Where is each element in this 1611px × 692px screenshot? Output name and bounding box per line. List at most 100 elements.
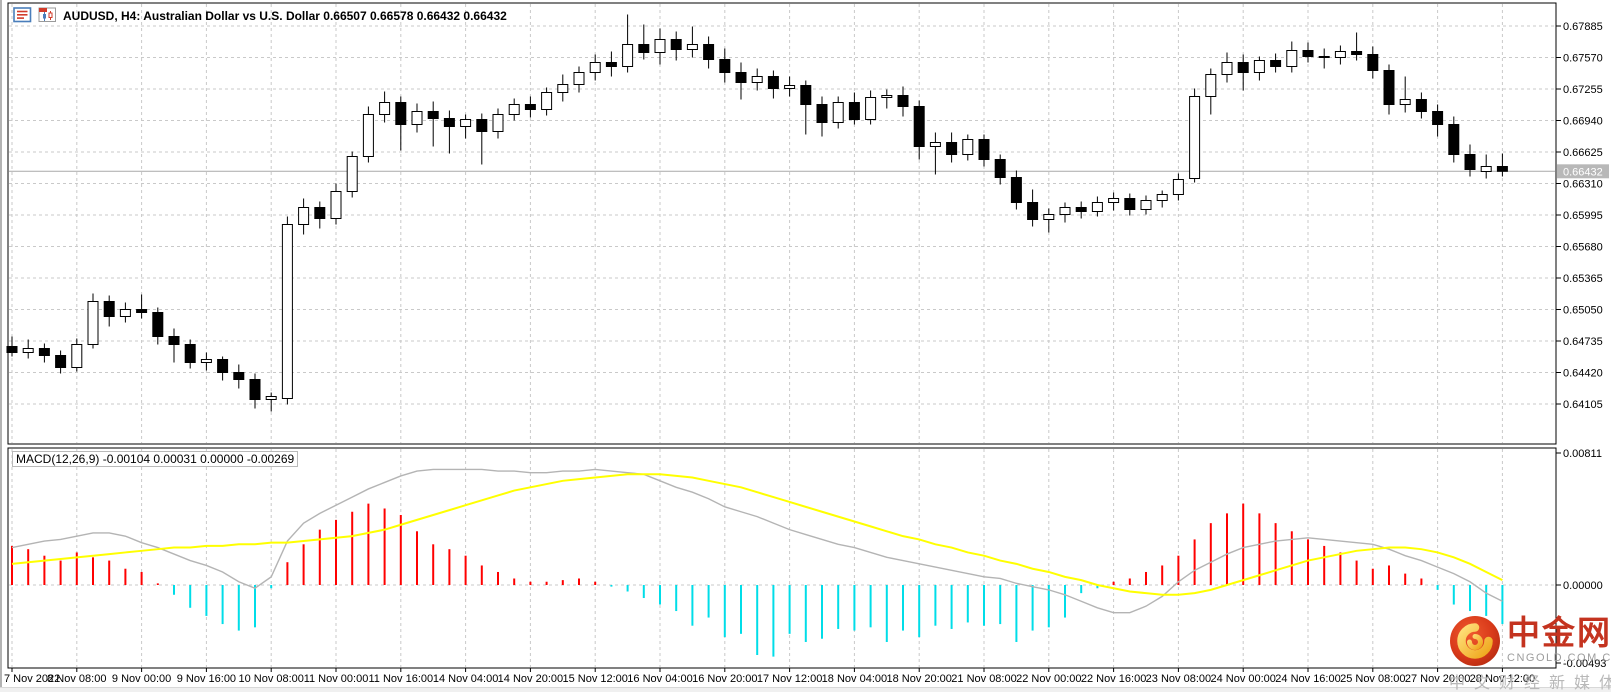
bear-candle <box>1367 54 1379 71</box>
bear-candle <box>152 312 164 337</box>
bull-candle <box>1091 202 1103 212</box>
bull-candle <box>460 119 472 127</box>
price-tick-label: 0.64735 <box>1563 336 1603 348</box>
bull-candle <box>71 344 83 368</box>
bear-candle <box>848 102 860 120</box>
bear-candle <box>168 336 180 345</box>
bull-candle <box>929 142 941 147</box>
grid-layer <box>9 4 1555 667</box>
market-watch-icon[interactable] <box>13 7 32 23</box>
bull-candle <box>87 301 99 345</box>
bull-candle <box>1221 62 1233 75</box>
bear-candle <box>767 76 779 89</box>
bear-candle <box>719 59 731 73</box>
bear-candle <box>136 309 148 313</box>
price-tick-label: 0.64105 <box>1563 399 1603 411</box>
bull-candle <box>411 111 423 125</box>
bear-candle <box>1027 202 1039 220</box>
time-tick-label: 9 Nov 00:00 <box>112 673 171 685</box>
bear-candle <box>1270 60 1282 67</box>
bear-candle <box>897 95 909 107</box>
bull-candle <box>1399 99 1411 105</box>
time-tick-label: 17 Nov 12:00 <box>757 673 822 685</box>
window-bottom-border <box>0 687 1611 692</box>
bull-candle <box>654 39 666 53</box>
price-tick-label: 0.65680 <box>1563 242 1603 254</box>
bull-candle <box>1253 60 1265 73</box>
bull-candle <box>589 62 601 73</box>
time-tick-label: 16 Nov 20:00 <box>692 673 757 685</box>
bull-candle <box>492 114 504 132</box>
bear-candle <box>913 106 925 147</box>
bear-candle <box>314 207 326 219</box>
bull-candle <box>1286 50 1298 67</box>
bear-candle <box>1415 99 1427 112</box>
bull-candle <box>362 114 374 157</box>
time-tick-label: 27 Nov 20:00 <box>1405 673 1470 685</box>
bull-candle <box>1043 214 1055 220</box>
bear-candle <box>1351 51 1363 55</box>
macd-signal-line <box>11 473 1503 596</box>
bull-candle <box>330 191 342 219</box>
bear-candle <box>670 39 682 50</box>
time-tick-label: 21 Nov 08:00 <box>951 673 1016 685</box>
bull-candle <box>751 76 763 83</box>
bull-candle <box>573 72 585 85</box>
bull-candle <box>1334 51 1346 58</box>
bear-candle <box>994 159 1006 178</box>
bear-candle <box>735 72 747 83</box>
time-tick-label: 15 Nov 12:00 <box>562 673 627 685</box>
price-tick-label: 0.67255 <box>1563 84 1603 96</box>
time-tick-label: 8 Nov 08:00 <box>47 673 106 685</box>
bear-candle <box>395 102 407 125</box>
bear-candle <box>38 348 50 356</box>
bear-candle <box>1448 124 1460 155</box>
window-left-border <box>0 0 2 692</box>
bull-candle <box>22 348 34 353</box>
bull-candle <box>1108 198 1120 203</box>
macd-tick-label: -0.00493 <box>1563 658 1606 670</box>
bear-candle <box>1302 50 1314 57</box>
bear-candle <box>1496 166 1508 172</box>
bear-candle <box>605 62 617 67</box>
bear-candle <box>1124 198 1136 210</box>
bull-candle <box>1205 74 1217 97</box>
bull-candle <box>200 359 212 363</box>
bear-candle <box>1075 207 1087 212</box>
bull-candle <box>784 85 796 89</box>
bull-candle <box>298 207 310 225</box>
bull-candle <box>686 44 698 50</box>
time-tick-label: 28 Nov 12:00 <box>1470 673 1535 685</box>
time-tick-label: 23 Nov 08:00 <box>1146 673 1211 685</box>
time-tick-label: 11 Nov 16:00 <box>368 673 433 685</box>
current-price-tag <box>1557 164 1609 179</box>
bear-candle <box>1318 56 1330 58</box>
macd-tick-label: 0.00000 <box>1563 580 1603 592</box>
macd-line <box>11 468 1503 614</box>
bear-candle <box>1010 177 1022 203</box>
bear-candle <box>800 85 812 105</box>
price-tick-label: 0.64420 <box>1563 368 1603 380</box>
bull-candle <box>557 84 569 93</box>
bear-candle <box>55 355 67 368</box>
bear-candle <box>978 139 990 160</box>
time-tick-label: 24 Nov 16:00 <box>1275 673 1340 685</box>
bear-candle <box>184 344 196 363</box>
bear-candle <box>1383 70 1395 105</box>
bull-candle <box>346 156 358 192</box>
time-tick-label: 16 Nov 04:00 <box>627 673 692 685</box>
bear-candle <box>816 104 828 123</box>
bear-candle <box>1237 62 1249 73</box>
bull-candle <box>281 224 293 399</box>
bear-candle <box>946 142 958 155</box>
price-tick-label: 0.65050 <box>1563 305 1603 317</box>
price-tick-label: 0.66310 <box>1563 179 1603 191</box>
time-tick-label: 10 Nov 08:00 <box>238 673 303 685</box>
bull-candle <box>1059 207 1071 215</box>
chart-window-icon[interactable] <box>38 7 57 23</box>
bull-candle <box>541 92 553 110</box>
time-tick-label: 14 Nov 04:00 <box>433 673 498 685</box>
bear-candle <box>249 379 261 400</box>
